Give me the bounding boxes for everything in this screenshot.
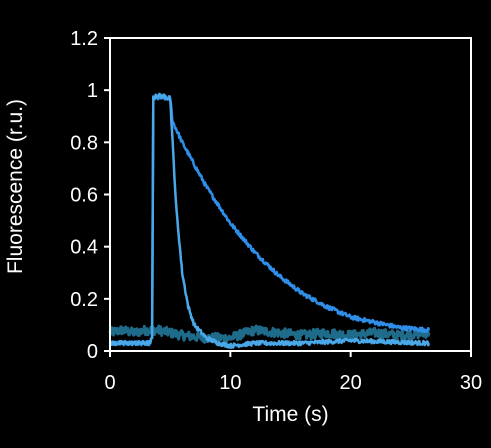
y-tick-label: 1 <box>87 80 98 102</box>
series-line-1 <box>108 324 431 344</box>
y-tick-label: 0.2 <box>70 289 98 311</box>
tick-layer: 0 0.2 0.4 0.6 0.8 1 1.2 0 10 20 30 <box>70 28 482 394</box>
series-line-3 <box>108 92 431 349</box>
series-layer <box>108 92 431 349</box>
x-tick-label: 10 <box>219 372 241 394</box>
x-tick-label: 30 <box>460 372 482 394</box>
y-tick-label: 0.6 <box>70 185 98 207</box>
x-tick-label: 20 <box>340 372 362 394</box>
y-tick-label: 1.2 <box>70 28 98 50</box>
y-tick-label: 0.4 <box>70 237 98 259</box>
x-axis-title: Time (s) <box>252 403 328 426</box>
y-tick-label: 0.8 <box>70 132 98 154</box>
x-tick-label: 0 <box>104 372 115 394</box>
y-axis-title: Fluorescence (r.u.) <box>4 99 27 274</box>
y-tick-label: 0 <box>87 341 98 363</box>
